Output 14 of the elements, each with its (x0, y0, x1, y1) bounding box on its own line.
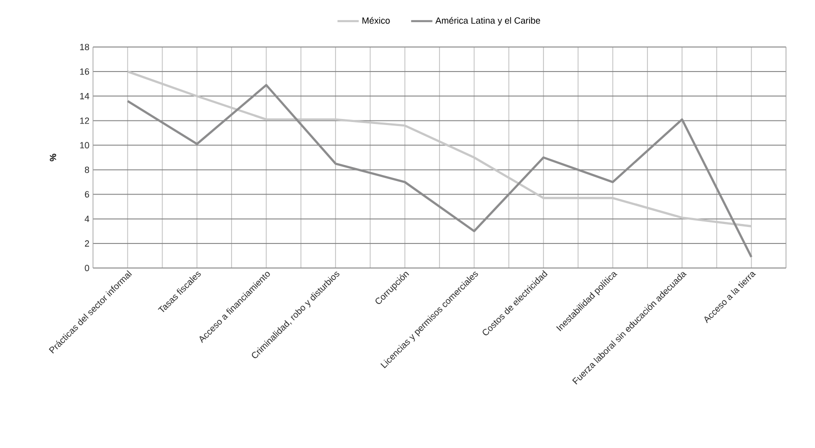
line-series (126, 84, 752, 258)
legend-label: América Latina y el Caribe (435, 17, 540, 26)
y-tick-label: 0 (84, 264, 90, 272)
y-tick-label: 2 (84, 240, 90, 247)
y-tick-label: 16 (80, 68, 90, 75)
y-tick-label: 18 (80, 44, 90, 50)
y-tick-label: 10 (80, 142, 90, 148)
legend-label: México (362, 17, 390, 24)
y-tick-label: 6 (84, 191, 90, 198)
y-tick-label: 8 (84, 166, 90, 173)
y-axis-title: % (50, 154, 56, 162)
y-tick-label: 12 (80, 118, 90, 124)
y-tick-label: 4 (84, 216, 90, 222)
y-tick-label: 14 (80, 93, 90, 100)
